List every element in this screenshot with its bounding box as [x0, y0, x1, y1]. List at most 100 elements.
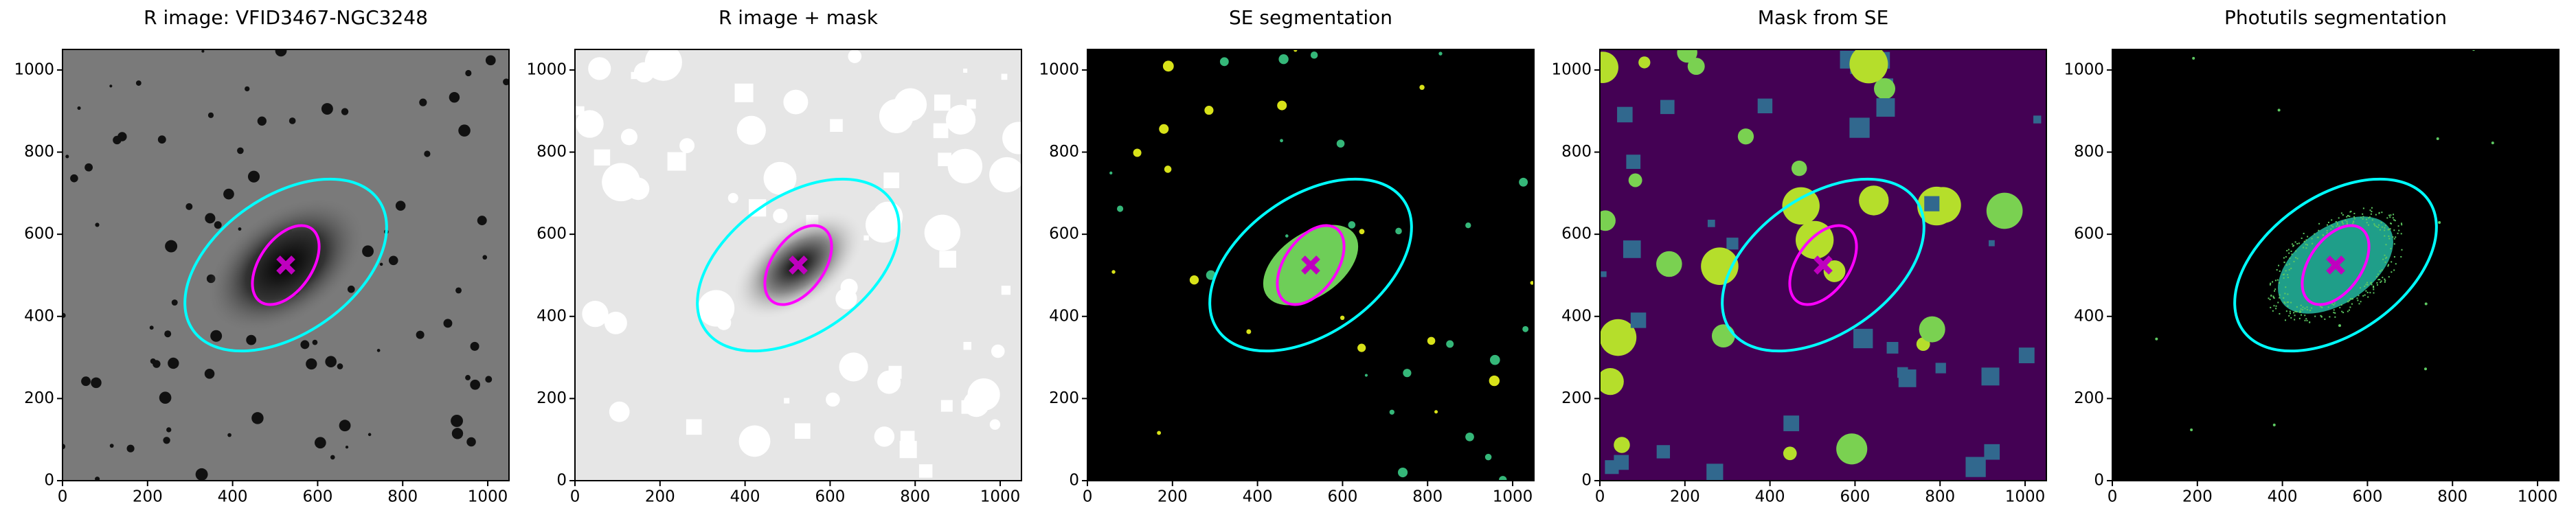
- mask-region: [1707, 219, 1715, 227]
- segment: [1340, 315, 1345, 321]
- segment: [1427, 336, 1436, 345]
- speckle: [2346, 222, 2348, 225]
- mask-region: [989, 419, 1001, 430]
- center-marker: [789, 255, 808, 275]
- star: [251, 412, 264, 424]
- speckle: [2296, 258, 2298, 260]
- star: [337, 363, 343, 369]
- speckle: [2381, 211, 2383, 214]
- speckle: [2365, 218, 2367, 220]
- mask-region: [604, 311, 627, 334]
- segment: [1364, 374, 1368, 377]
- speckle: [2373, 292, 2375, 294]
- mask-region: [939, 251, 956, 268]
- speckle: [2286, 250, 2288, 252]
- image: [2112, 49, 2559, 481]
- star: [449, 92, 460, 103]
- x-tick-label: 800: [1925, 488, 1955, 506]
- speckle: [2285, 256, 2287, 258]
- star: [81, 376, 91, 387]
- axes-frame: [1087, 49, 1535, 481]
- y-tick-label: 800: [24, 143, 54, 161]
- star: [207, 112, 214, 118]
- star: [70, 174, 78, 183]
- star: [347, 285, 355, 293]
- star: [168, 357, 179, 369]
- speckle: [2309, 321, 2311, 323]
- speckle: [2360, 216, 2362, 218]
- speckle: [2311, 307, 2313, 309]
- segment: [1133, 148, 1142, 157]
- speckle: [2365, 290, 2367, 292]
- speckle: [2301, 237, 2303, 239]
- speckle: [2299, 311, 2301, 313]
- speckle: [2303, 240, 2305, 242]
- speckle: [2276, 268, 2278, 271]
- mask-region: [947, 148, 983, 184]
- star: [470, 341, 479, 351]
- segment: [1403, 369, 1412, 378]
- mask-region: [727, 192, 738, 203]
- speckle: [2295, 250, 2297, 252]
- segment: [1162, 60, 1174, 72]
- segment: [1157, 431, 1162, 435]
- star: [245, 86, 250, 92]
- speckle: [2393, 269, 2395, 271]
- speckle: [2293, 244, 2295, 247]
- speckle: [2367, 224, 2369, 226]
- center-marker: [276, 255, 295, 275]
- speckle: [2398, 229, 2400, 231]
- y-tick-label: 400: [24, 307, 54, 325]
- speckle: [2395, 236, 2397, 238]
- star: [424, 150, 431, 157]
- speckle: [2349, 211, 2351, 213]
- speckle: [2268, 297, 2270, 299]
- star: [210, 330, 223, 342]
- speckle: [2334, 316, 2336, 318]
- x-tick-label: 1000: [980, 488, 1021, 506]
- speckle: [2380, 280, 2382, 282]
- segment: [2424, 302, 2428, 306]
- speckle: [2384, 279, 2386, 282]
- x-tick-label: 200: [2182, 488, 2213, 506]
- speckle: [2318, 229, 2320, 231]
- star: [485, 55, 496, 66]
- speckle: [2331, 303, 2334, 305]
- segment: [1465, 222, 1471, 229]
- segment: [1434, 410, 1438, 414]
- star: [195, 468, 208, 481]
- y-tick-label: 400: [536, 307, 567, 325]
- y-tick-label: 200: [2074, 389, 2104, 407]
- speckle: [2305, 247, 2307, 249]
- speckle: [2384, 235, 2386, 237]
- star: [126, 444, 135, 453]
- mask-region: [1600, 52, 1618, 83]
- mask-region: [1924, 196, 1940, 211]
- segment: [1530, 281, 1534, 285]
- mask-region: [1638, 56, 1651, 69]
- inner-ellipse: [1276, 224, 1346, 306]
- speckle: [2338, 217, 2340, 219]
- y-tick-label: 1000: [2064, 60, 2104, 78]
- star: [455, 287, 462, 294]
- speckle: [2288, 314, 2290, 317]
- mask-region: [1981, 367, 2000, 386]
- star: [214, 221, 222, 229]
- speckle: [2358, 295, 2360, 297]
- star: [157, 135, 166, 144]
- star: [451, 428, 464, 439]
- mask-region: [1601, 271, 1607, 277]
- mask-region: [1849, 117, 1870, 138]
- speckle: [2334, 302, 2336, 304]
- speckle: [2335, 220, 2337, 222]
- speckle: [2288, 263, 2290, 265]
- speckle: [2351, 298, 2353, 300]
- speckle: [2331, 219, 2333, 221]
- star: [465, 375, 471, 380]
- mask-region: [588, 57, 611, 80]
- speckle: [2375, 214, 2377, 216]
- speckle: [2311, 238, 2313, 240]
- speckle: [2369, 216, 2371, 218]
- speckle: [2273, 290, 2275, 292]
